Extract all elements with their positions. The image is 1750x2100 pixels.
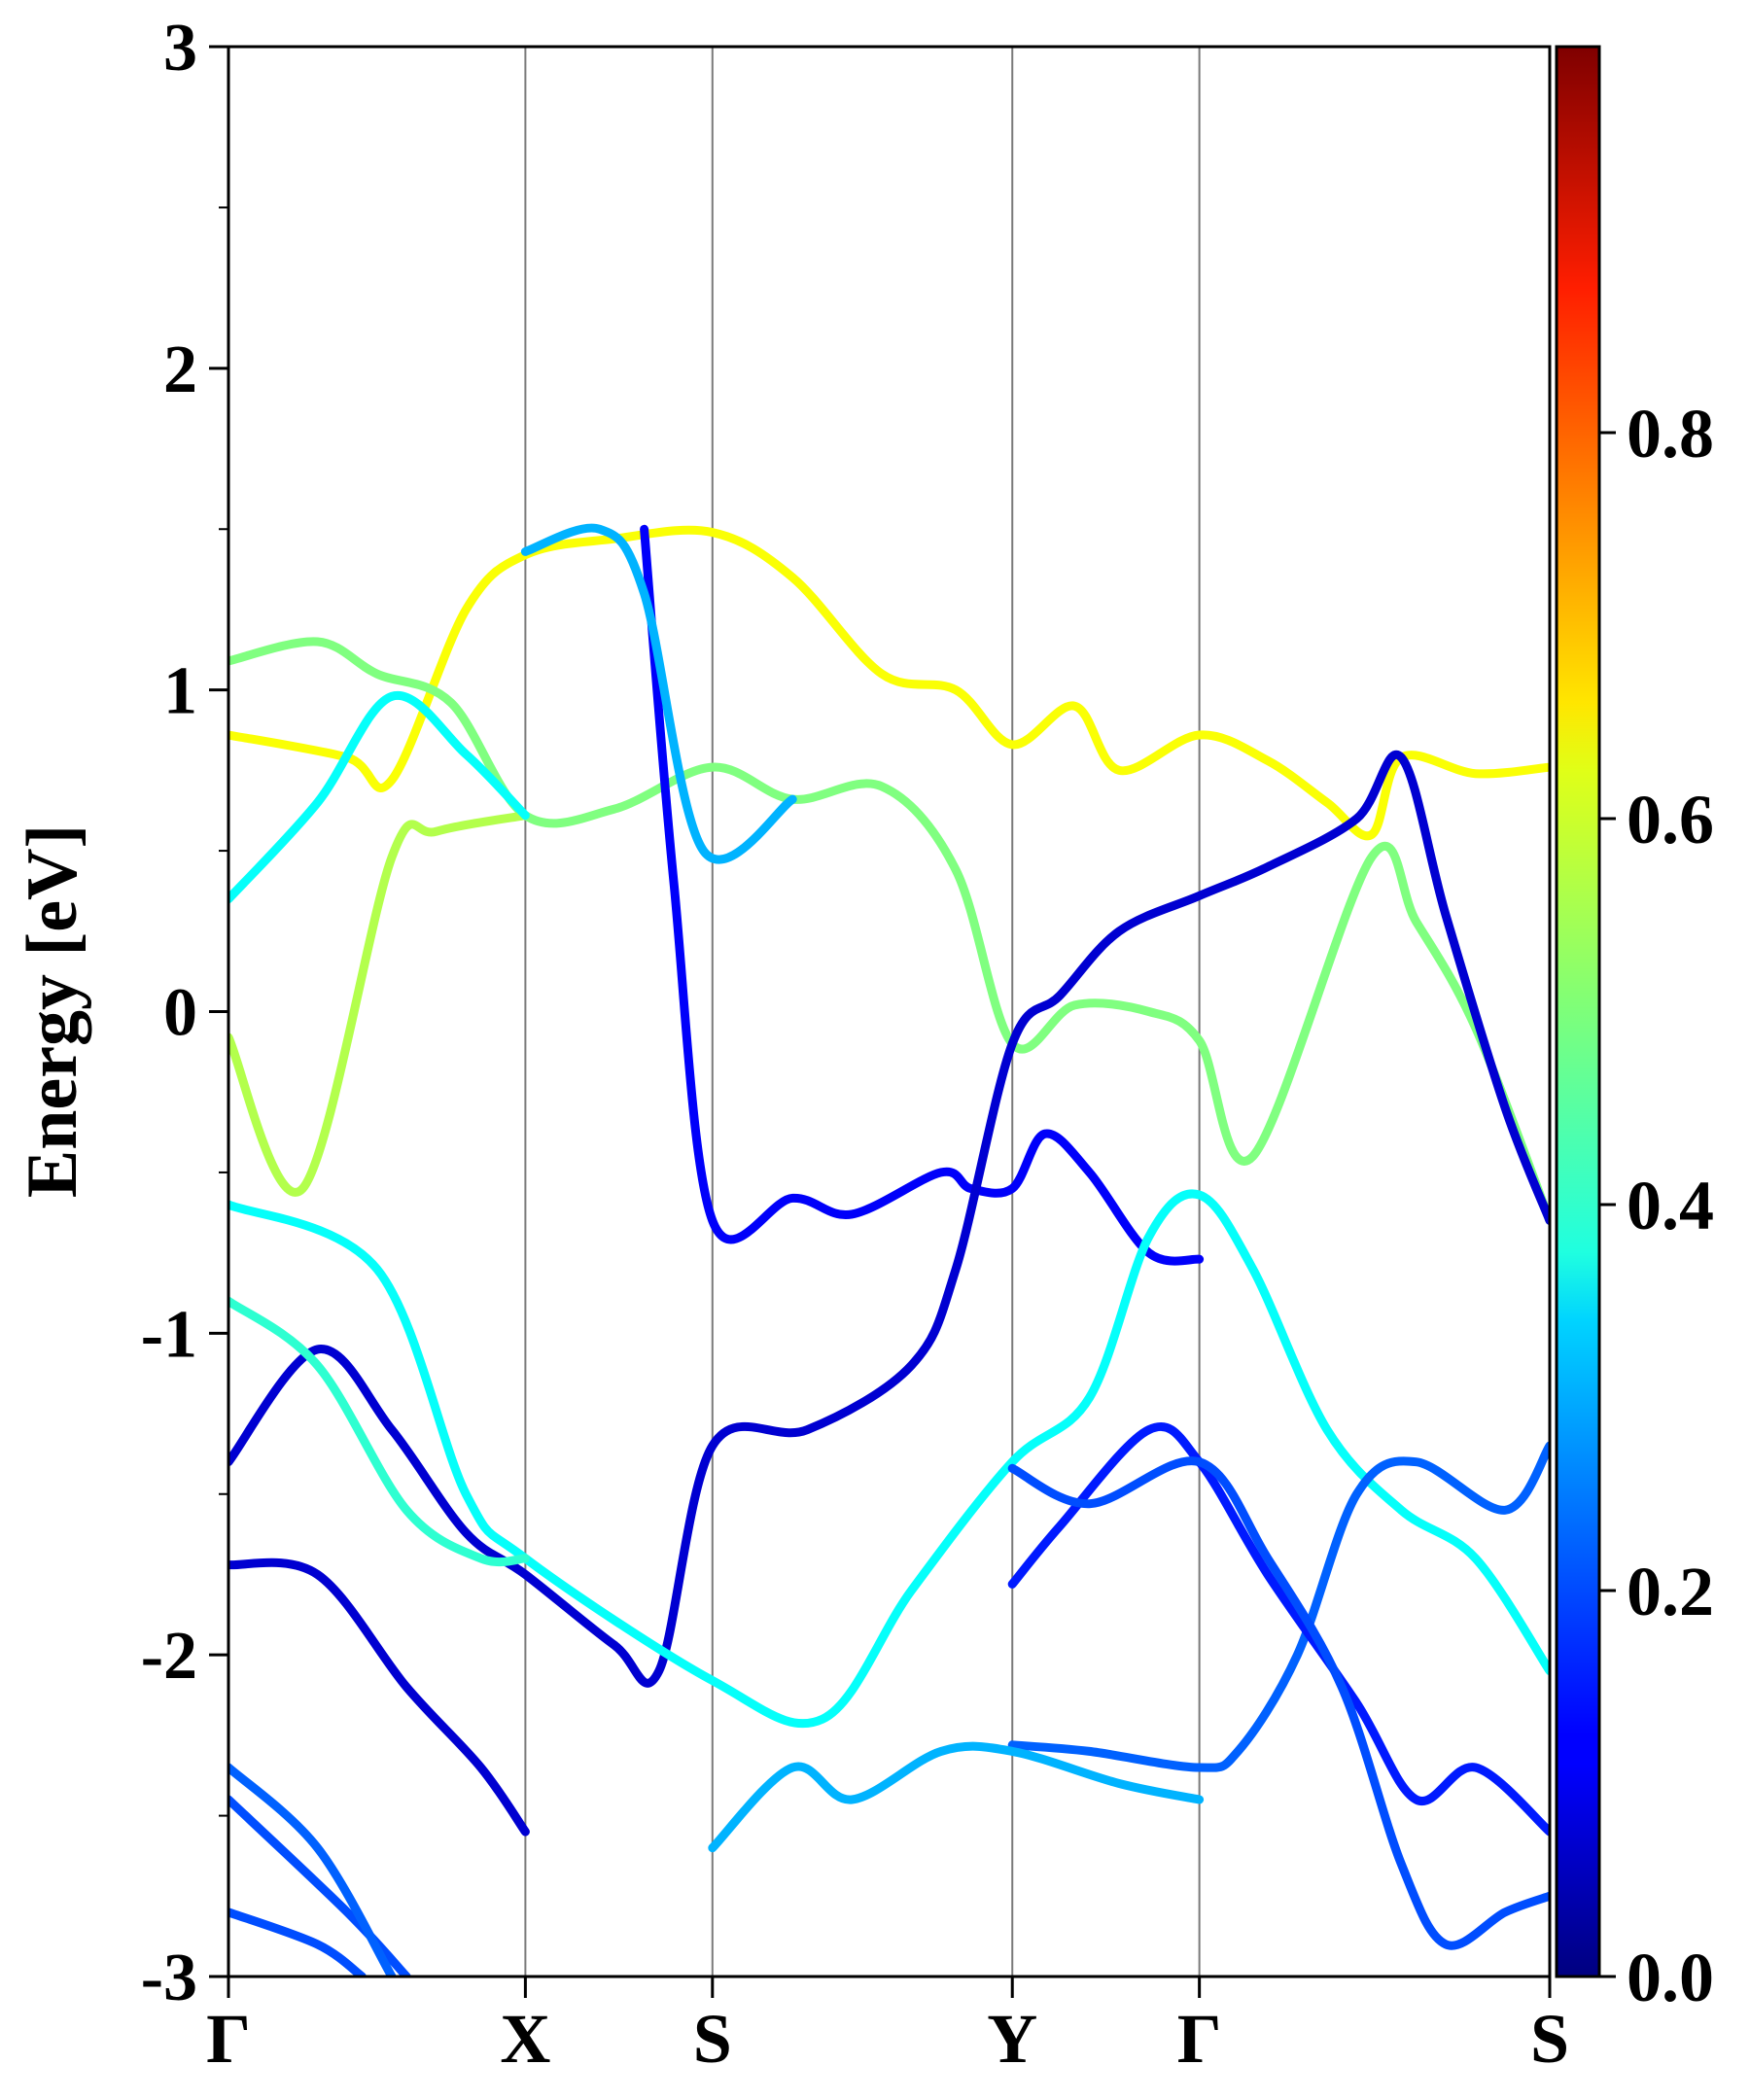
y-tick-label: -3 [141, 1941, 197, 2015]
kpath-vertical-lines [524, 47, 1201, 1977]
band-line [228, 525, 1550, 841]
band-line [228, 811, 530, 1197]
colorbar-tick-label: 0.8 [1627, 395, 1714, 472]
colorbar-gradient [1555, 45, 1601, 1978]
colorbar-tick-label: 0.4 [1627, 1167, 1714, 1244]
band-lines [228, 523, 1550, 1977]
y-axis-ticks: -3 -2 -1 0 1 2 3 [141, 11, 228, 2015]
band-line [520, 523, 797, 864]
x-tick-label: S [1530, 2000, 1569, 2078]
band-line [228, 1189, 1550, 1729]
y-tick-label: 3 [163, 11, 197, 86]
band-line [640, 524, 1205, 1266]
band-line [228, 750, 1550, 1688]
colorbar-ticks: 0.0 0.2 0.4 0.6 0.8 [1599, 395, 1714, 2016]
x-tick-label: Γ [1177, 2000, 1222, 2078]
band-line [228, 1296, 530, 1567]
colorbar-tick-label: 0.0 [1627, 1939, 1714, 2016]
x-tick-label: X [500, 2000, 550, 2078]
band-line [228, 1763, 397, 1977]
band-line [228, 637, 1550, 1225]
colorbar-tick-label: 0.2 [1627, 1553, 1714, 1630]
band-line [708, 1741, 1205, 1853]
y-tick-label: -1 [141, 1297, 197, 1372]
band-line [1007, 1441, 1550, 1772]
x-tick-label: Y [987, 2000, 1037, 2078]
x-tick-label: Γ [206, 2000, 251, 2078]
band-line [228, 1908, 367, 1977]
y-axis-title: Energy [eV] [13, 824, 92, 1198]
x-tick-label: S [693, 2000, 732, 2078]
band-line [228, 690, 530, 904]
band-line [228, 1795, 411, 1977]
colorbar-tick-label: 0.6 [1627, 781, 1714, 858]
plot-frame [227, 45, 1552, 1978]
band-line [1007, 1456, 1550, 1950]
y-tick-label: 0 [163, 976, 197, 1051]
y-tick-label: 1 [163, 654, 197, 729]
colorbar [1555, 45, 1601, 1978]
band-line [228, 1558, 530, 1837]
y-tick-label: -2 [141, 1619, 197, 1694]
y-tick-label: 2 [163, 332, 197, 407]
band-line [1007, 1421, 1550, 1837]
